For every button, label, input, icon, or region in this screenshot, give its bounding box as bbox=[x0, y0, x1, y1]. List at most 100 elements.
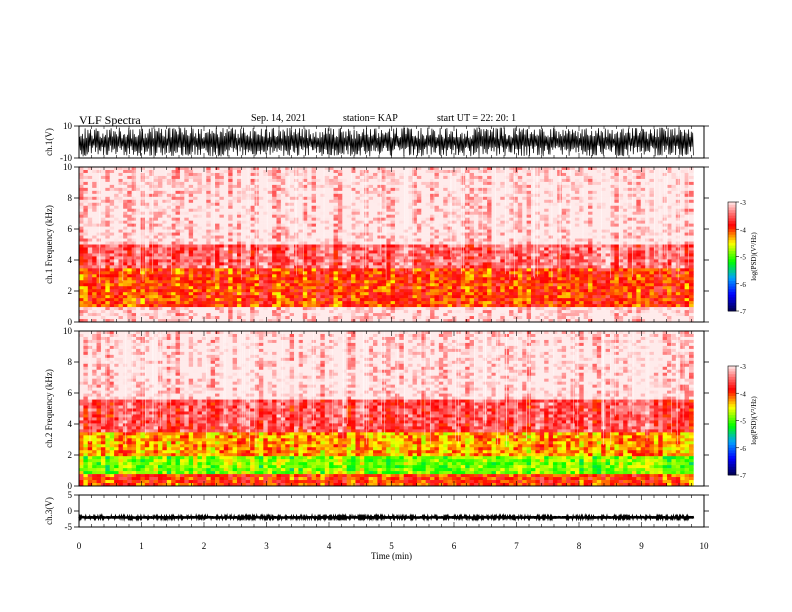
ch1-spectrogram-cell bbox=[381, 199, 387, 204]
ch1-spectrogram-cell bbox=[390, 253, 396, 257]
ch1-spectrogram-cell bbox=[649, 235, 655, 239]
ch1-spectrogram-cell bbox=[434, 196, 440, 201]
ch1-spectrogram-cell bbox=[684, 262, 690, 266]
ch1-spectrogram-cell bbox=[364, 229, 369, 233]
ch1-spectrogram-cell bbox=[355, 184, 361, 189]
ch1-spectrogram-cell bbox=[359, 181, 365, 186]
ch1-spectrogram-cell bbox=[544, 250, 549, 254]
ch1-spectrogram-cell bbox=[517, 259, 523, 263]
ch1-spectrogram-cell bbox=[210, 250, 216, 254]
ch1-spectrogram-cell bbox=[333, 199, 339, 204]
ch1-spectrogram-cell bbox=[272, 229, 277, 233]
ch1-spectrogram-cell bbox=[307, 217, 312, 221]
ch1-spectrogram-cell bbox=[302, 214, 308, 218]
ch1-spectrogram-cell bbox=[298, 256, 304, 260]
ch1-spectrogram-cell bbox=[364, 256, 369, 260]
ch1-spectrogram-cell bbox=[447, 250, 453, 254]
ch1-spectrogram-cell bbox=[232, 226, 238, 230]
ch1-spectrogram-cell bbox=[215, 202, 220, 207]
ch1-spectrogram-cell bbox=[684, 196, 690, 201]
ch1-spectrogram-cell bbox=[671, 211, 677, 215]
ch1-spectrogram-cell bbox=[201, 208, 207, 213]
ch1-spectrogram-cell bbox=[671, 247, 677, 251]
ch1-spectrogram-cell bbox=[79, 247, 84, 251]
ch1-spectrogram-cell bbox=[588, 167, 593, 171]
ch1-spectrogram-cell bbox=[114, 259, 119, 263]
ch1-spectrogram-cell bbox=[250, 169, 255, 174]
ch1-spectrogram-cell bbox=[631, 167, 637, 171]
ch1-spectrogram-cell bbox=[337, 229, 343, 233]
ch1-spectrogram-cell bbox=[276, 268, 282, 272]
ch1-spectrogram-cell bbox=[416, 250, 422, 254]
ch1-spectrogram-cell bbox=[456, 205, 462, 210]
ch1-spectrogram-cell bbox=[447, 238, 453, 242]
ch1-spectrogram-cell bbox=[425, 184, 431, 189]
ch1-spectrogram-cell bbox=[394, 226, 400, 230]
ch1-spectrogram-cell bbox=[232, 187, 238, 192]
ch1-spectrogram-cell bbox=[447, 247, 453, 251]
ch1-spectrogram-cell bbox=[377, 211, 383, 215]
ch1-spectrogram-cell bbox=[298, 244, 304, 248]
ch1-spectrogram-cell bbox=[574, 265, 580, 269]
ch1-spectrogram-cell bbox=[346, 250, 352, 254]
ch1-spectrogram-cell bbox=[447, 205, 453, 210]
ch1-spectrogram-cell bbox=[175, 187, 181, 192]
ch1-spectrogram-cell bbox=[438, 208, 444, 213]
ch1-spectrogram-cell bbox=[289, 187, 295, 192]
ch1-spectrogram-cell bbox=[487, 178, 492, 183]
ch1-spectrogram-cell bbox=[539, 190, 545, 195]
ch1-spectrogram-cell bbox=[267, 244, 273, 248]
ch1-spectrogram-cell bbox=[377, 193, 383, 198]
ch1-spectrogram-cell bbox=[175, 175, 181, 180]
ch1-spectrogram-cell bbox=[320, 181, 326, 186]
ch1-spectrogram-cell bbox=[649, 220, 655, 224]
ch1-spectrogram-cell bbox=[645, 184, 650, 189]
ch1-spectrogram-cell bbox=[478, 193, 484, 198]
ch1-spectrogram-cell bbox=[364, 262, 369, 266]
ch1-spectrogram-cell bbox=[320, 268, 326, 272]
ch1-spectrogram-cell bbox=[399, 232, 405, 236]
ch1-spectrogram-cell bbox=[394, 211, 400, 215]
ch1-spectrogram-cell bbox=[307, 202, 312, 207]
ch1-spectrogram-cell bbox=[491, 265, 497, 269]
ch1-spectrogram-cell bbox=[381, 262, 387, 266]
ch1-spectrogram-cell bbox=[390, 247, 396, 251]
ch1-spectrogram-cell bbox=[671, 265, 677, 269]
ch1-spectrogram-cell bbox=[491, 167, 497, 171]
ch1-spectrogram-cell bbox=[162, 199, 168, 204]
ch1-spectrogram-cell bbox=[452, 220, 457, 224]
ch1-spectrogram-cell bbox=[236, 250, 242, 254]
ch1-spectrogram-cell bbox=[605, 238, 611, 242]
ch1-spectrogram-cell bbox=[359, 208, 365, 213]
ch1-spectrogram-cell bbox=[504, 220, 510, 224]
ch1-spectrogram-cell bbox=[193, 223, 198, 227]
ch1-spectrogram-cell bbox=[311, 256, 317, 260]
ch1-spectrogram-cell bbox=[399, 205, 405, 210]
ch1-spectrogram-cell bbox=[473, 238, 479, 242]
ch1-spectrogram-cell bbox=[500, 205, 505, 210]
ch1-spectrogram-cell bbox=[574, 232, 580, 236]
ch1-spectrogram-cell bbox=[517, 214, 523, 218]
ch1-spectrogram-cell bbox=[315, 205, 321, 210]
ch1-spectrogram-cell bbox=[131, 205, 137, 210]
ch1-spectrogram-cell bbox=[228, 169, 233, 174]
ch1-spectrogram-cell bbox=[83, 208, 89, 213]
ch1-spectrogram-cell bbox=[197, 190, 203, 195]
ch1-spectrogram-cell bbox=[557, 238, 563, 242]
ch1-spectrogram-cell bbox=[337, 178, 343, 183]
ch1-spectrogram-cell bbox=[640, 241, 646, 245]
ch1-spectrogram-cell bbox=[522, 193, 527, 198]
ch1-spectrogram-cell bbox=[122, 244, 128, 248]
ch1-spectrogram-cell bbox=[320, 262, 326, 266]
ch1-spectrogram-cell bbox=[416, 262, 422, 266]
ch1-spectrogram-cell bbox=[377, 259, 383, 263]
ch1-spectrogram-cell bbox=[574, 259, 580, 263]
ch1-spectrogram-cell bbox=[329, 211, 334, 215]
ch1-spectrogram-cell bbox=[636, 172, 642, 177]
ch1-spectrogram-cell bbox=[640, 184, 646, 189]
ch1-spectrogram-cell bbox=[171, 175, 176, 180]
ch1-spectrogram-cell bbox=[232, 256, 238, 260]
ch1-spectrogram-cell bbox=[157, 262, 163, 266]
ch1-spectrogram-cell bbox=[671, 169, 677, 174]
ch1-spectrogram-cell bbox=[421, 223, 426, 227]
